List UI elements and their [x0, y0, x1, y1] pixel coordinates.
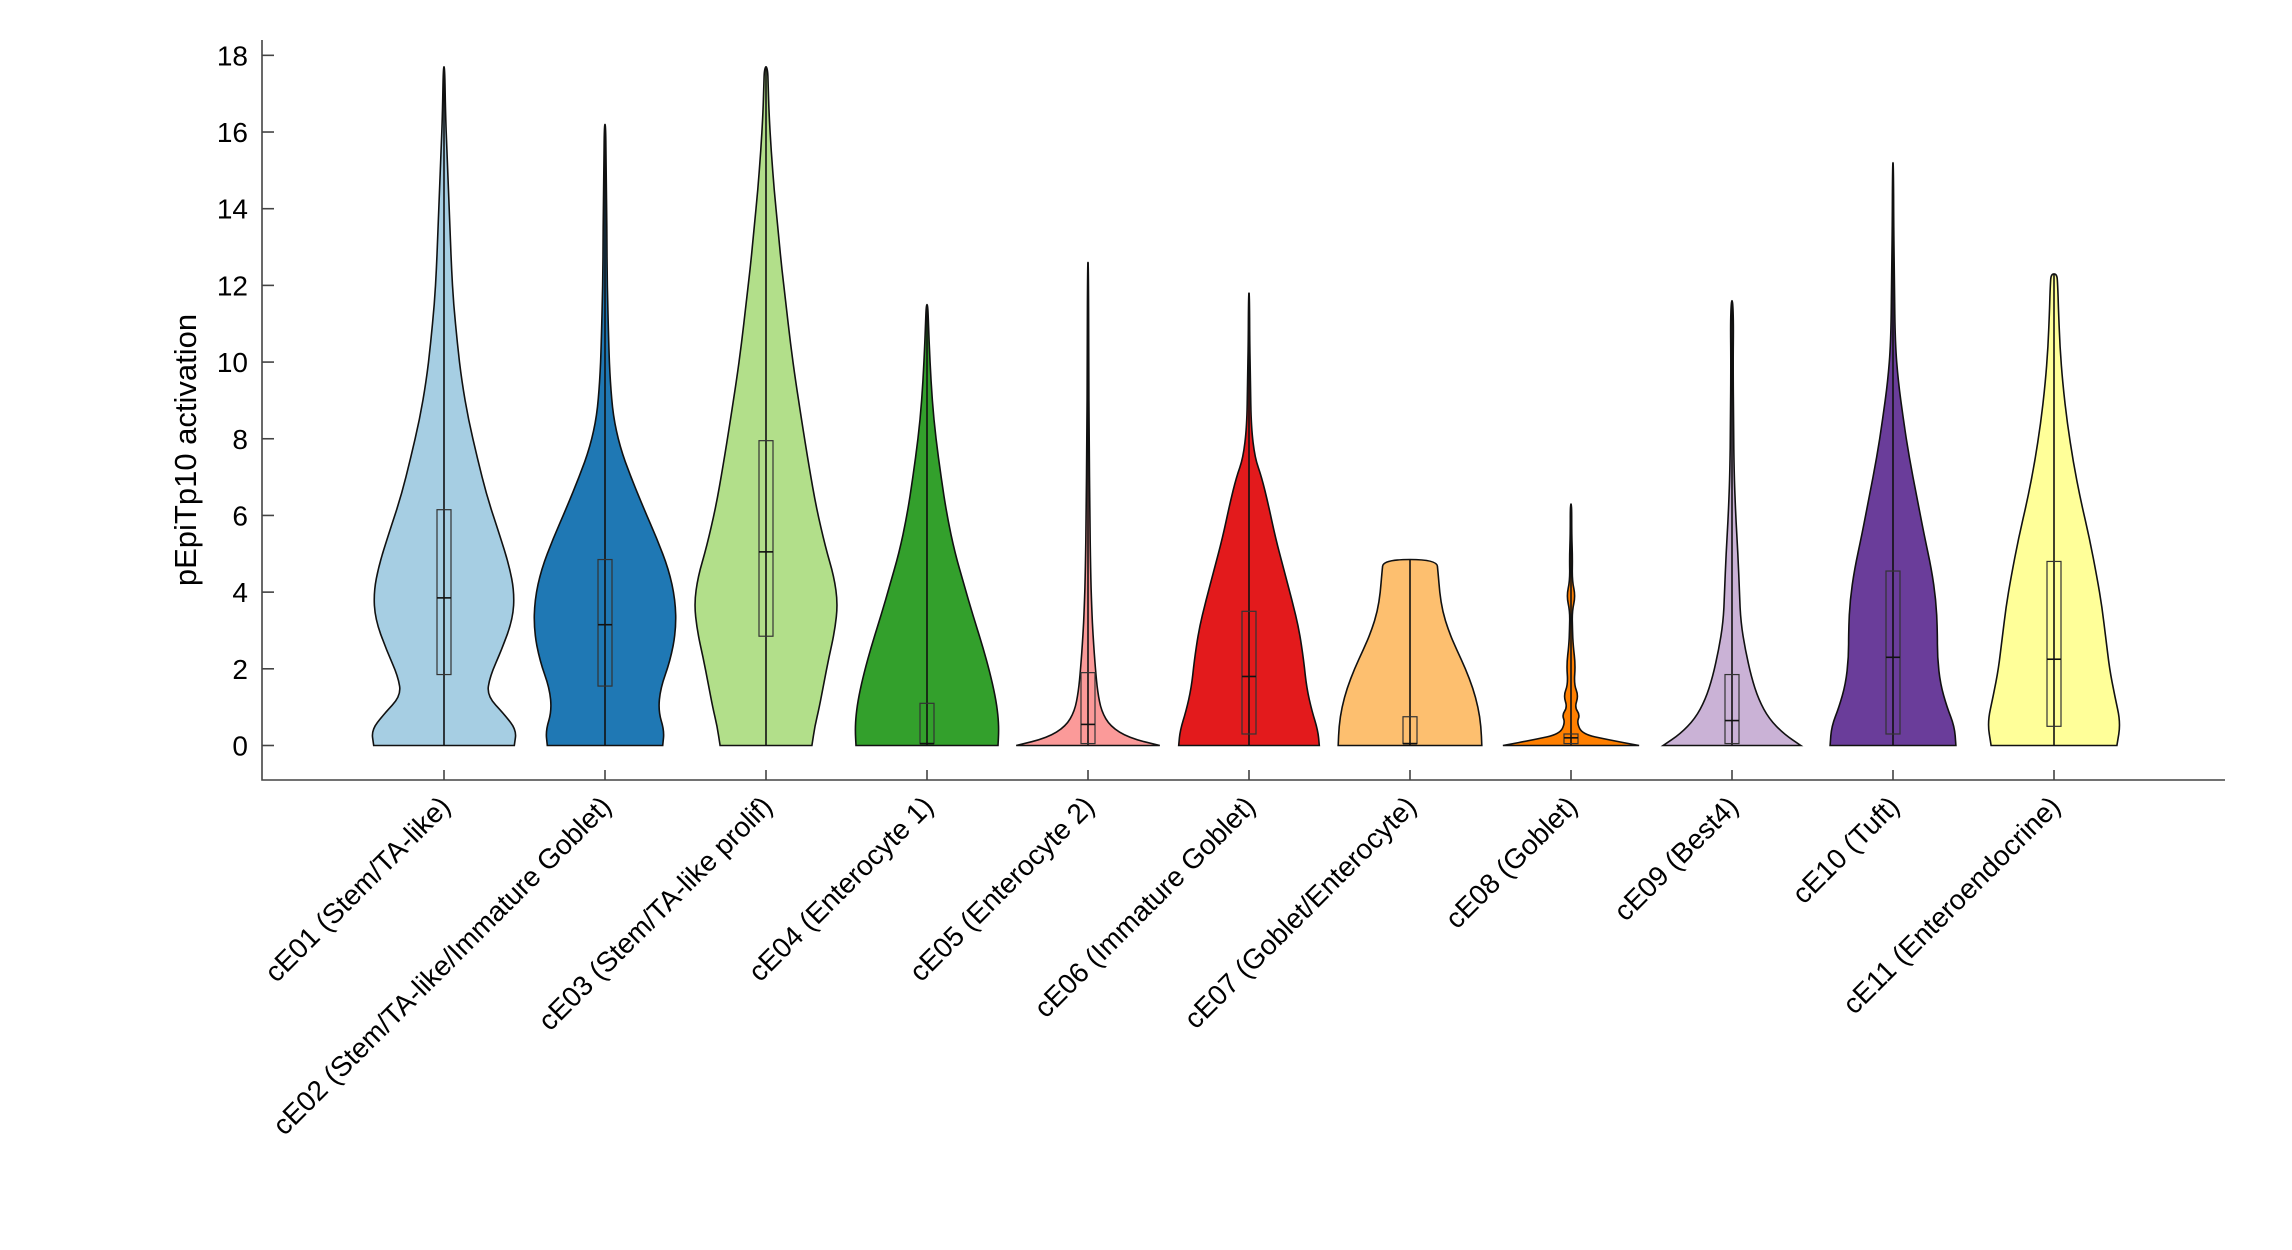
violin-1 [371, 65, 517, 780]
y-tick-label: 10 [217, 347, 248, 378]
y-tick-label: 14 [217, 194, 248, 225]
iqr-box [1080, 672, 1096, 745]
violin-2 [533, 123, 677, 780]
y-tick-label: 16 [217, 117, 248, 148]
iqr-box [1724, 673, 1740, 745]
violin-3 [694, 65, 838, 780]
x-category-label: cE02 (Stem/TA-like/Immature Goblet) [267, 790, 618, 1141]
violin-9 [1660, 299, 1804, 780]
axes-lines [261, 40, 2225, 781]
iqr-box [758, 440, 774, 637]
y-ticks-layer: 0 2 4 6 8 10 12 14 16 18 [217, 40, 274, 761]
violin-11 [1987, 273, 2121, 780]
x-category-label: cE08 (Goblet) [1439, 790, 1583, 934]
violin-5 [1016, 261, 1160, 780]
violins-layer [371, 65, 2121, 780]
x-labels-layer: cE01 (Stem/TA-like)cE02 (Stem/TA-like/Im… [259, 790, 2067, 1141]
y-tick-label: 4 [232, 577, 248, 608]
violin-8 [1502, 503, 1640, 780]
iqr-box [597, 558, 613, 687]
y-tick-label: 2 [232, 654, 248, 685]
iqr-box [2046, 560, 2062, 727]
violin-4 [854, 303, 1000, 780]
iqr-box [1885, 570, 1901, 735]
y-tick-label: 12 [217, 270, 248, 301]
iqr-box [1241, 610, 1257, 735]
y-tick-label: 8 [232, 424, 248, 455]
violin-6 [1177, 292, 1321, 780]
violin-7 [1337, 558, 1483, 780]
axes-layer [261, 40, 2225, 781]
y-axis-title: pEpiTp10 activation [168, 314, 203, 586]
y-tick-label: 6 [232, 500, 248, 531]
x-category-label: cE10 (Tuft) [1786, 790, 1905, 909]
iqr-box [1563, 733, 1579, 745]
y-tick-label: 0 [232, 730, 248, 761]
violin-10 [1829, 161, 1957, 780]
x-category-label: cE09 (Best4) [1608, 790, 1744, 926]
y-tick-label: 18 [217, 40, 248, 71]
iqr-box [436, 509, 452, 676]
